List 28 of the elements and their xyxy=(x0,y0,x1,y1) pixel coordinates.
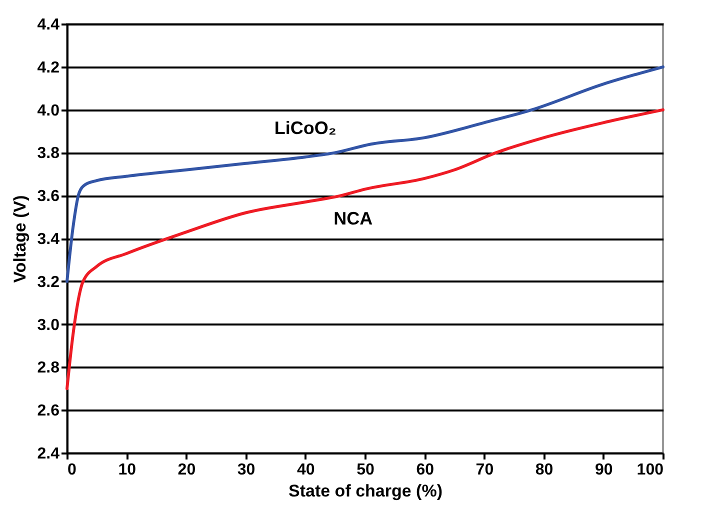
x-axis-title: State of charge (%) xyxy=(288,482,442,500)
y-tick-label: 4.2 xyxy=(37,59,60,76)
y-tick-label: 2.8 xyxy=(37,360,60,377)
x-tick-label: 70 xyxy=(476,462,494,478)
y-tick-label: 2.6 xyxy=(37,402,60,420)
line-series xyxy=(66,65,664,283)
y-tick-label: 3.6 xyxy=(37,188,60,206)
y-tick-label: 3.0 xyxy=(37,316,60,334)
y-tick-label: 4.0 xyxy=(37,102,60,120)
x-tick-label: 80 xyxy=(535,462,554,478)
x-tick-label: 10 xyxy=(118,462,136,478)
y-axis-title: Voltage (V) xyxy=(10,195,30,283)
x-tick-label: 40 xyxy=(297,462,315,478)
y-tick-label: 2.4 xyxy=(37,446,60,462)
series-label: NCA xyxy=(334,208,373,229)
x-tick-label: 50 xyxy=(356,462,374,478)
x-tick-label: 30 xyxy=(237,462,256,478)
x-tick-label: 90 xyxy=(595,462,613,478)
y-tick-label: 4.4 xyxy=(37,16,60,34)
y-tick-label: 3.4 xyxy=(37,231,60,248)
x-tick-label: 100 xyxy=(636,462,664,478)
x-tick-label: 60 xyxy=(416,462,434,478)
x-tick-label: 20 xyxy=(178,462,196,478)
x-tick-label: 0 xyxy=(68,462,76,478)
line-series xyxy=(66,108,664,390)
series-label: LiCoO₂ xyxy=(274,118,336,138)
y-tick-label: 3.8 xyxy=(37,145,60,162)
y-tick-label: 3.2 xyxy=(37,274,60,291)
